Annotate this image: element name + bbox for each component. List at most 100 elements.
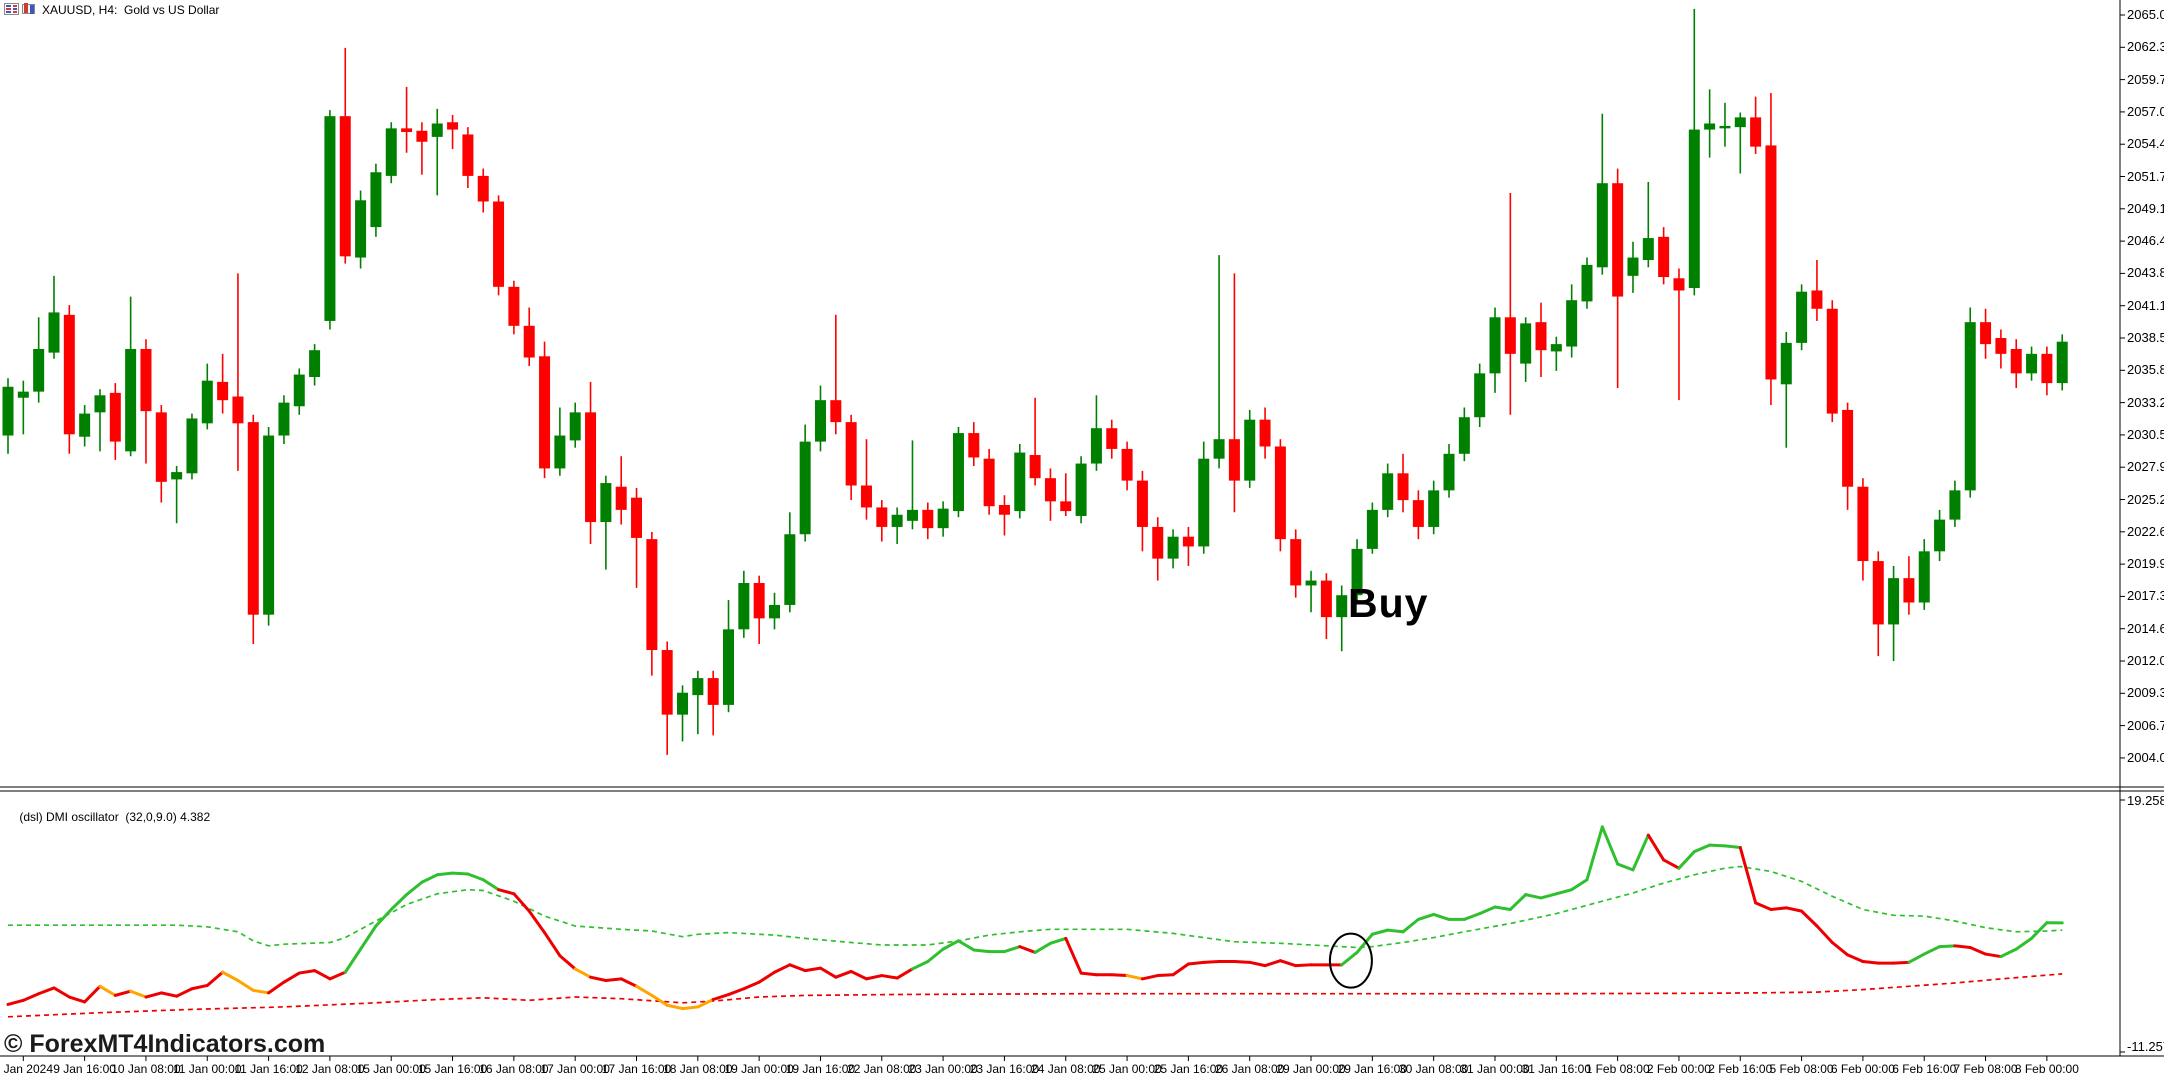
candle-body — [217, 381, 229, 401]
dmi-oscillator-segment — [1769, 906, 1788, 911]
candle-body — [370, 172, 382, 228]
time-axis-label: 2 Feb 16:00 — [1708, 1062, 1773, 1076]
candle-body — [1336, 595, 1348, 618]
dmi-oscillator-segment — [1002, 945, 1022, 954]
time-axis-label: 19 Jan 16:00 — [785, 1062, 856, 1076]
candle-body — [431, 123, 443, 137]
dmi-oscillator-segment — [1754, 901, 1773, 911]
dmi-oscillator-segment — [681, 1005, 700, 1011]
price-axis-label: 2057.05 — [2127, 103, 2164, 119]
dmi-oscillator-segment — [788, 963, 807, 973]
time-axis-label: 10 Jan 08:00 — [111, 1062, 181, 1076]
candle-body — [1520, 323, 1532, 364]
candle-body — [477, 175, 489, 202]
dsl-upper-dashed-line — [8, 865, 2063, 949]
candle-body — [998, 504, 1010, 515]
price-axis[interactable]: 2065.00 2062.35 2059.70 2057.05 2054.40 2051.… — [2120, 0, 2164, 1056]
candle-body — [661, 650, 673, 715]
price-axis-label: 2049.10 — [2127, 200, 2164, 216]
candle-body — [569, 412, 581, 441]
candle-body — [293, 374, 305, 407]
time-axis-label: 25 Jan 00:00 — [1092, 1062, 1162, 1076]
candle-body — [1995, 338, 2007, 354]
time-axis-label: 7 Feb 08:00 — [1953, 1062, 2018, 1076]
dmi-oscillator-segment — [1784, 906, 1804, 913]
time-axis-label: 17 Jan 00:00 — [540, 1062, 610, 1076]
candle-body — [385, 128, 397, 176]
dmi-oscillator-segment — [619, 977, 639, 988]
price-axis-label: 2006.70 — [2127, 717, 2164, 733]
indicator-params: (32,0,9.0) — [125, 810, 177, 824]
dmi-oscillator-segment — [1554, 888, 1574, 896]
candle-body — [1382, 473, 1394, 510]
candle-body — [1535, 322, 1547, 351]
watermark: © ForexMT4Indicators.com — [4, 1030, 326, 1058]
candle-body — [922, 509, 934, 529]
candle-body — [983, 458, 995, 507]
candle-body — [1857, 486, 1869, 562]
indicator-name: (dsl) DMI oscillator — [19, 810, 119, 824]
dmi-oscillator-segment — [481, 878, 501, 892]
candle-body — [906, 509, 918, 521]
candle-body — [1244, 419, 1256, 481]
candle-body — [33, 348, 45, 392]
dmi-oscillator-segment — [696, 997, 715, 1009]
indicator-scale-max: 19.258 — [2127, 793, 2164, 808]
dmi-oscillator-segment — [1861, 960, 1880, 965]
candles-icon[interactable] — [21, 2, 36, 15]
candle-body — [508, 286, 520, 326]
candle-body — [1489, 317, 1501, 374]
candle-body — [1458, 417, 1470, 454]
candle-body — [1581, 264, 1593, 302]
dmi-oscillator-segment — [1984, 952, 2003, 959]
dmi-oscillator-segment — [159, 991, 179, 998]
dmi-oscillator-segment — [665, 1003, 685, 1011]
time-axis-label: 31 Jan 00:00 — [1460, 1062, 1530, 1076]
time-axis-label: 30 Jan 08:00 — [1398, 1062, 1469, 1076]
dmi-oscillator-segment — [895, 967, 914, 980]
dmi-oscillator-segment — [849, 969, 868, 981]
candle-body — [1550, 344, 1562, 352]
dmi-oscillator-segment — [98, 984, 117, 997]
candle-body — [600, 483, 612, 523]
candle-body — [707, 678, 719, 705]
dmi-oscillator-segment — [573, 967, 593, 979]
dmi-oscillator-segment — [2030, 921, 2049, 940]
dmi-oscillator-segment — [1938, 944, 1957, 949]
dmi-oscillator-segment — [1048, 936, 1068, 945]
dmi-oscillator-segment — [52, 986, 71, 999]
candle-body — [1213, 439, 1225, 459]
dmi-oscillator-segment — [941, 939, 960, 951]
candle-body — [125, 348, 137, 452]
candle-body — [1351, 548, 1363, 596]
dmi-oscillator-segment — [1968, 945, 1988, 956]
dmi-oscillator-segment — [1922, 945, 1942, 956]
candle-body — [1182, 536, 1194, 547]
candle-body — [278, 402, 290, 436]
candle-body — [1627, 257, 1639, 276]
dmi-oscillator-segment — [711, 993, 731, 1001]
time-axis-label: 29 Jan 16:00 — [1337, 1062, 1408, 1076]
candle-body — [1826, 308, 1838, 414]
chart-list-icon[interactable] — [4, 3, 19, 15]
candle-body — [1642, 238, 1654, 260]
dmi-oscillator-segment — [1248, 960, 1267, 968]
dmi-oscillator-segment — [1156, 973, 1175, 978]
dmi-oscillator-segment — [1125, 974, 1144, 981]
price-axis-label: 2019.95 — [2127, 556, 2164, 572]
candle-body — [1612, 183, 1624, 297]
candle-body — [2041, 353, 2053, 384]
dmi-oscillator-segment — [1600, 825, 1620, 866]
price-axis-label: 2025.25 — [2127, 491, 2164, 507]
candle-body — [1121, 448, 1133, 481]
dmi-oscillator-segment — [6, 998, 25, 1006]
dmi-oscillator-segment — [1478, 905, 1497, 916]
time-axis-label: 22 Jan 08:00 — [847, 1062, 917, 1076]
candle-body — [2056, 341, 2068, 384]
dmi-oscillator-segment — [956, 939, 976, 952]
candle-body — [723, 629, 735, 705]
dmi-oscillator-segment — [604, 977, 623, 983]
